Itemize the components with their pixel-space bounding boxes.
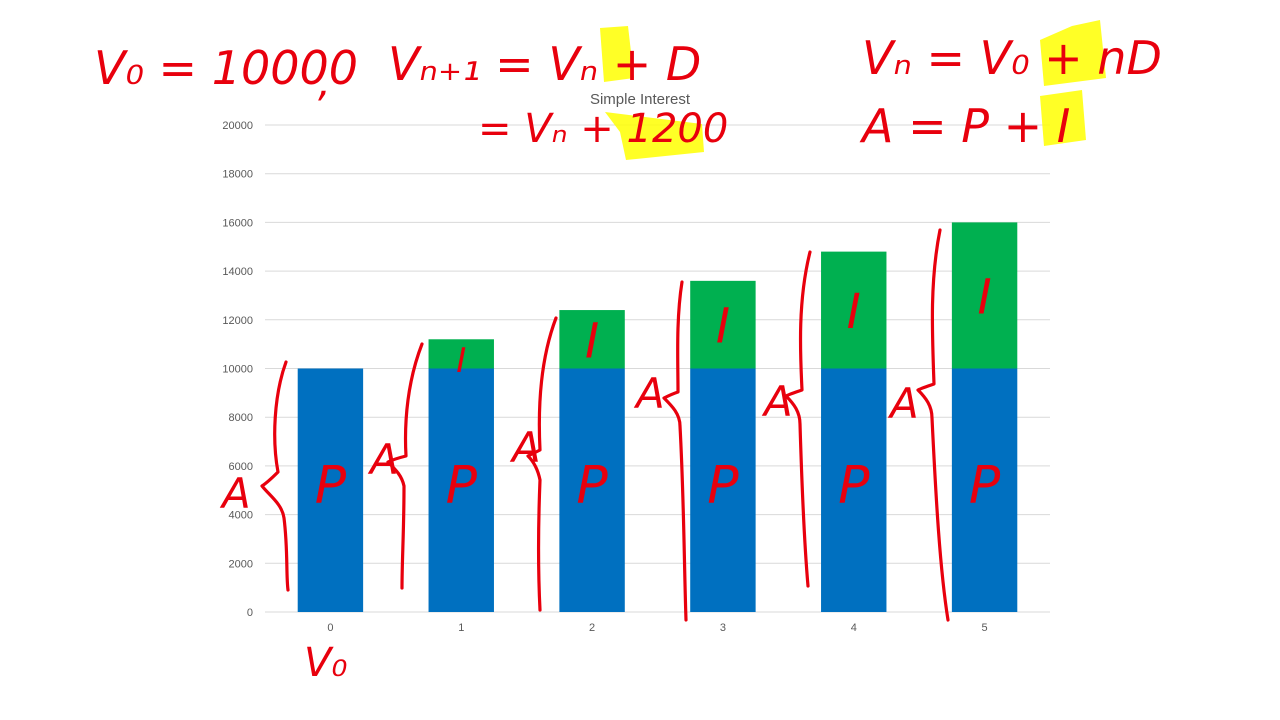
gridlines — [265, 124, 1050, 613]
equation-recurrence: Vₙ₊₁ = Vₙ + D — [388, 37, 701, 91]
x-tick-label: 5 — [982, 622, 988, 634]
handwritten-a-label: A — [887, 379, 919, 428]
bar-interest — [821, 251, 887, 369]
handwritten-p-label: P — [838, 455, 870, 515]
equation-v0: V₀ = 10000 — [94, 41, 358, 95]
y-tick-label: 8000 — [229, 412, 253, 424]
bar-interest — [690, 280, 756, 369]
y-tick-label: 10000 — [222, 364, 253, 376]
bar-interest — [428, 339, 494, 369]
y-tick-label: 6000 — [229, 461, 253, 473]
handwritten-i-label: I — [847, 284, 861, 340]
equation-recurrence-1200: = Vₙ + 1200 — [478, 106, 728, 152]
brace-5 — [916, 228, 950, 622]
highlight-nd — [1040, 20, 1106, 86]
y-tick-label: 12000 — [222, 315, 253, 327]
equation-comma: , — [318, 60, 331, 106]
brace-2 — [526, 316, 558, 612]
brace-0 — [260, 360, 290, 592]
y-tick-label: 18000 — [222, 169, 253, 181]
bar-principal — [821, 368, 887, 612]
x-tick-label: 0 — [327, 622, 333, 634]
chart-title: Simple Interest — [590, 91, 691, 108]
y-axis-tick-labels: 0 2000 4000 6000 8000 10000 12000 14000 16000 180… — [222, 120, 253, 619]
handwritten-i-label: I — [456, 341, 466, 381]
label-v0-below-axis: V₀ — [304, 640, 347, 686]
handwritten-equations: V₀ = 10000 , Vₙ₊₁ = Vₙ + D = Vₙ + 1200 V… — [94, 31, 1162, 686]
x-tick-label: 4 — [851, 622, 857, 634]
brace-3 — [662, 280, 688, 622]
equation-amount: A = P + I — [859, 99, 1070, 153]
x-axis-tick-labels: 0 1 2 3 4 5 — [327, 622, 987, 634]
y-tick-label: 16000 — [222, 217, 253, 229]
bar-principal — [690, 368, 756, 612]
bar-principal — [951, 368, 1018, 612]
brace-1 — [386, 342, 424, 590]
handwritten-p-label: P — [576, 455, 608, 515]
handwritten-braces — [260, 228, 950, 622]
handwritten-p-label: P — [969, 455, 1001, 515]
equation-explicit: Vₙ = V₀ + nD — [862, 31, 1162, 85]
brace-4 — [784, 250, 812, 588]
handwritten-p-label: P — [315, 455, 347, 515]
handwritten-p-label: P — [446, 455, 478, 515]
y-tick-label: 20000 — [222, 120, 253, 132]
x-tick-label: 2 — [589, 622, 595, 634]
handwritten-i-label: I — [978, 269, 992, 325]
y-tick-label: 0 — [247, 607, 253, 619]
handwritten-a-label: A — [761, 377, 793, 426]
handwritten-i-label: I — [585, 313, 599, 369]
bar-principal — [297, 368, 364, 612]
bar-interest — [559, 310, 625, 369]
y-tick-label: 2000 — [229, 558, 253, 570]
highlighter-marks — [600, 20, 1106, 160]
handwritten-a-label: A — [633, 369, 665, 418]
highlight-d-recur — [600, 26, 634, 82]
y-tick-label: 4000 — [229, 510, 253, 522]
x-tick-label: 1 — [458, 622, 464, 634]
bar-principal — [559, 368, 625, 612]
highlight-i — [1040, 90, 1086, 146]
bar-principal — [428, 368, 494, 612]
bar-interest — [951, 222, 1018, 369]
highlight-1200 — [605, 112, 704, 160]
handwritten-i-label: I — [716, 299, 730, 355]
x-tick-label: 3 — [720, 622, 726, 634]
handwritten-p-label: P — [707, 455, 739, 515]
y-tick-label: 14000 — [222, 266, 253, 278]
handwritten-a-label: A — [219, 469, 251, 518]
